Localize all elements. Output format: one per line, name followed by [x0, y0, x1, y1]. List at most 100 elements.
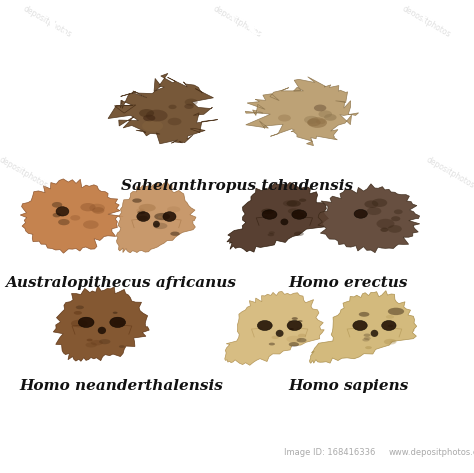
Ellipse shape — [353, 321, 367, 331]
Ellipse shape — [382, 321, 396, 331]
Ellipse shape — [89, 204, 105, 212]
Text: www.depositphotos.com: www.depositphotos.com — [389, 447, 474, 456]
Text: depositphotos: depositphotos — [424, 156, 474, 191]
Ellipse shape — [168, 118, 182, 125]
Ellipse shape — [362, 338, 370, 342]
Ellipse shape — [278, 114, 291, 122]
Text: ⊙: ⊙ — [25, 443, 41, 462]
Ellipse shape — [139, 109, 154, 117]
Ellipse shape — [288, 320, 292, 322]
Ellipse shape — [76, 306, 84, 309]
Ellipse shape — [185, 98, 198, 105]
Ellipse shape — [70, 215, 80, 220]
Ellipse shape — [132, 198, 142, 203]
Ellipse shape — [142, 120, 163, 131]
Ellipse shape — [365, 201, 378, 208]
Ellipse shape — [304, 116, 319, 124]
Text: Sahelanthropus tchadensis: Sahelanthropus tchadensis — [121, 179, 353, 193]
Ellipse shape — [137, 212, 150, 221]
Ellipse shape — [71, 320, 88, 327]
Ellipse shape — [384, 339, 397, 345]
Ellipse shape — [110, 317, 126, 327]
Ellipse shape — [53, 213, 61, 218]
Text: depositphotos: depositphotos — [401, 4, 453, 39]
Ellipse shape — [394, 210, 402, 214]
Ellipse shape — [283, 200, 297, 207]
Text: Australopithecus africanus: Australopithecus africanus — [5, 277, 237, 290]
Ellipse shape — [354, 210, 367, 218]
Ellipse shape — [292, 210, 307, 219]
Ellipse shape — [286, 336, 301, 342]
Ellipse shape — [371, 330, 378, 337]
Ellipse shape — [287, 321, 302, 331]
Ellipse shape — [308, 117, 327, 128]
Text: EVOLUTION OF HUMAN: EVOLUTION OF HUMAN — [46, 14, 428, 41]
Ellipse shape — [381, 228, 388, 232]
Text: depositphotos: depositphotos — [62, 446, 162, 459]
Text: depositphotos: depositphotos — [211, 4, 263, 39]
Ellipse shape — [261, 209, 273, 214]
Ellipse shape — [170, 232, 180, 236]
Ellipse shape — [158, 216, 163, 218]
Ellipse shape — [52, 202, 62, 208]
Ellipse shape — [99, 339, 110, 344]
Ellipse shape — [324, 114, 337, 121]
Ellipse shape — [272, 336, 279, 339]
Polygon shape — [318, 184, 420, 253]
Ellipse shape — [286, 200, 301, 207]
Ellipse shape — [257, 321, 272, 331]
Ellipse shape — [269, 231, 275, 234]
Text: Homo neanderthalensis: Homo neanderthalensis — [19, 379, 223, 393]
Ellipse shape — [314, 105, 326, 111]
Polygon shape — [20, 179, 123, 253]
Ellipse shape — [391, 216, 401, 221]
Ellipse shape — [299, 199, 306, 202]
Ellipse shape — [388, 324, 393, 327]
Ellipse shape — [154, 223, 167, 229]
Text: Image ID: 168416336: Image ID: 168416336 — [284, 447, 376, 456]
Ellipse shape — [146, 110, 168, 122]
Ellipse shape — [386, 315, 394, 319]
Ellipse shape — [359, 312, 369, 317]
Ellipse shape — [281, 219, 288, 225]
Ellipse shape — [113, 312, 118, 314]
Ellipse shape — [153, 221, 160, 228]
Polygon shape — [108, 73, 218, 144]
Polygon shape — [310, 290, 417, 363]
Ellipse shape — [307, 119, 320, 126]
Ellipse shape — [364, 337, 371, 340]
Polygon shape — [227, 183, 328, 252]
Ellipse shape — [297, 338, 307, 342]
Ellipse shape — [372, 199, 387, 207]
Ellipse shape — [367, 207, 382, 215]
Ellipse shape — [292, 317, 298, 320]
Ellipse shape — [268, 233, 274, 236]
Ellipse shape — [269, 342, 275, 345]
Polygon shape — [116, 182, 196, 253]
Ellipse shape — [262, 210, 277, 219]
Ellipse shape — [319, 110, 332, 118]
Ellipse shape — [388, 308, 404, 315]
Ellipse shape — [154, 213, 170, 220]
Ellipse shape — [294, 232, 304, 236]
Text: depositphotos: depositphotos — [0, 156, 50, 191]
Ellipse shape — [91, 340, 103, 345]
Ellipse shape — [92, 207, 104, 214]
Text: Homo sapiens: Homo sapiens — [288, 379, 409, 393]
Ellipse shape — [119, 345, 125, 348]
Ellipse shape — [184, 104, 194, 109]
Text: Homo erectus: Homo erectus — [289, 277, 408, 290]
Polygon shape — [53, 286, 149, 361]
Ellipse shape — [114, 320, 125, 325]
Ellipse shape — [136, 209, 145, 212]
Ellipse shape — [81, 203, 96, 211]
Ellipse shape — [288, 208, 300, 214]
Ellipse shape — [298, 320, 302, 322]
Ellipse shape — [87, 339, 92, 342]
Ellipse shape — [85, 342, 97, 348]
Ellipse shape — [364, 333, 371, 337]
Ellipse shape — [163, 212, 176, 221]
Ellipse shape — [276, 330, 283, 337]
Ellipse shape — [365, 346, 372, 349]
Ellipse shape — [289, 328, 294, 330]
